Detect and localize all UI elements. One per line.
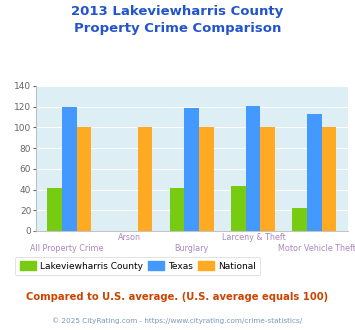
Bar [322, 127, 336, 231]
Bar [231, 186, 246, 231]
Bar [138, 127, 153, 231]
Legend: Lakeviewharris County, Texas, National: Lakeviewharris County, Texas, National [15, 257, 260, 276]
Bar [77, 127, 91, 231]
Text: Burglary: Burglary [175, 244, 209, 253]
Bar [246, 106, 260, 231]
Text: Motor Vehicle Theft: Motor Vehicle Theft [278, 244, 355, 253]
Text: All Property Crime: All Property Crime [30, 244, 104, 253]
Bar [184, 108, 199, 231]
Text: 2013 Lakeviewharris County
Property Crime Comparison: 2013 Lakeviewharris County Property Crim… [71, 5, 284, 35]
Bar [260, 127, 275, 231]
Bar [47, 188, 62, 231]
Text: © 2025 CityRating.com - https://www.cityrating.com/crime-statistics/: © 2025 CityRating.com - https://www.city… [53, 317, 302, 324]
Text: Arson: Arson [118, 233, 141, 242]
Text: Compared to U.S. average. (U.S. average equals 100): Compared to U.S. average. (U.S. average … [26, 292, 329, 302]
Bar [170, 188, 184, 231]
Bar [62, 107, 77, 231]
Bar [307, 114, 322, 231]
Bar [199, 127, 214, 231]
Text: Larceny & Theft: Larceny & Theft [222, 233, 286, 242]
Bar [292, 208, 307, 231]
